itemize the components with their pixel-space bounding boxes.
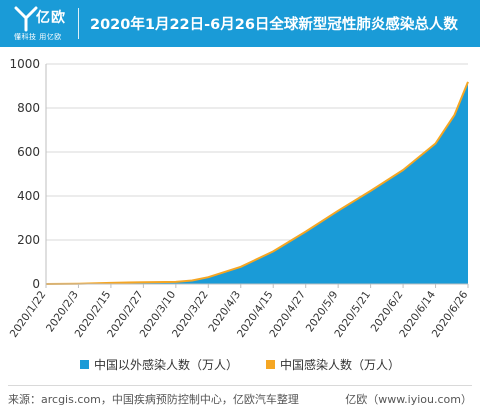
legend-label-china: 中国感染人数（万人） xyxy=(280,357,401,372)
y-tick-label: 400 xyxy=(17,189,40,203)
area-chart: 0 200 400 600 800 1000 2020/1/222020/2/32020/… xyxy=(8,57,471,340)
header-banner: 亿欧 懂科技 用亿欧 2020年1月22日-6月26日全球新型冠性肺炎感染总人数 xyxy=(0,0,480,47)
yiou-logo-icon xyxy=(14,6,38,32)
gridlines xyxy=(46,63,468,241)
x-tick-labels: 2020/1/222020/2/32020/2/152020/2/272020/… xyxy=(8,284,471,340)
legend-label-outside-china: 中国以外感染人数（万人） xyxy=(93,357,238,372)
logo-slogan: 懂科技 用亿欧 xyxy=(14,33,62,41)
chart-title: 2020年1月22日-6月26日全球新型冠性肺炎感染总人数 xyxy=(90,17,458,33)
y-tick-label: 800 xyxy=(17,101,40,115)
y-tick-label: 600 xyxy=(17,145,40,159)
series-line-china xyxy=(45,81,469,285)
legend-item-outside-china: 中国以外感染人数（万人） xyxy=(79,356,238,373)
header-divider xyxy=(78,8,79,39)
logo-text: 亿欧 xyxy=(36,10,66,26)
footer: 来源：arcgis.com，中国疾病预防控制中心，亿欧汽车整理 亿欧（www.i… xyxy=(8,391,472,407)
axes xyxy=(45,64,468,285)
x-tick-label: 2020/1/22 xyxy=(8,289,49,340)
series-area-outside-china xyxy=(46,81,468,285)
y-tick-label: 200 xyxy=(17,233,40,247)
legend-swatch-outside-china xyxy=(79,359,89,369)
plot-areas xyxy=(45,81,469,285)
source-text: 来源：arcgis.com，中国疾病预防控制中心，亿欧汽车整理 xyxy=(8,393,299,406)
y-tick-label: 1000 xyxy=(9,57,40,71)
y-tick-label: 0 xyxy=(32,277,40,291)
legend-swatch-china xyxy=(266,359,275,369)
footer-divider xyxy=(8,385,472,386)
y-tick-labels: 0 200 400 600 800 1000 xyxy=(9,57,40,291)
legend-item-china: 中国感染人数（万人） xyxy=(266,356,400,373)
brand-text: 亿欧（www.iyiou.com） xyxy=(345,393,472,406)
chart-legend: 中国以外感染人数（万人） 中国感染人数（万人） xyxy=(0,352,480,376)
